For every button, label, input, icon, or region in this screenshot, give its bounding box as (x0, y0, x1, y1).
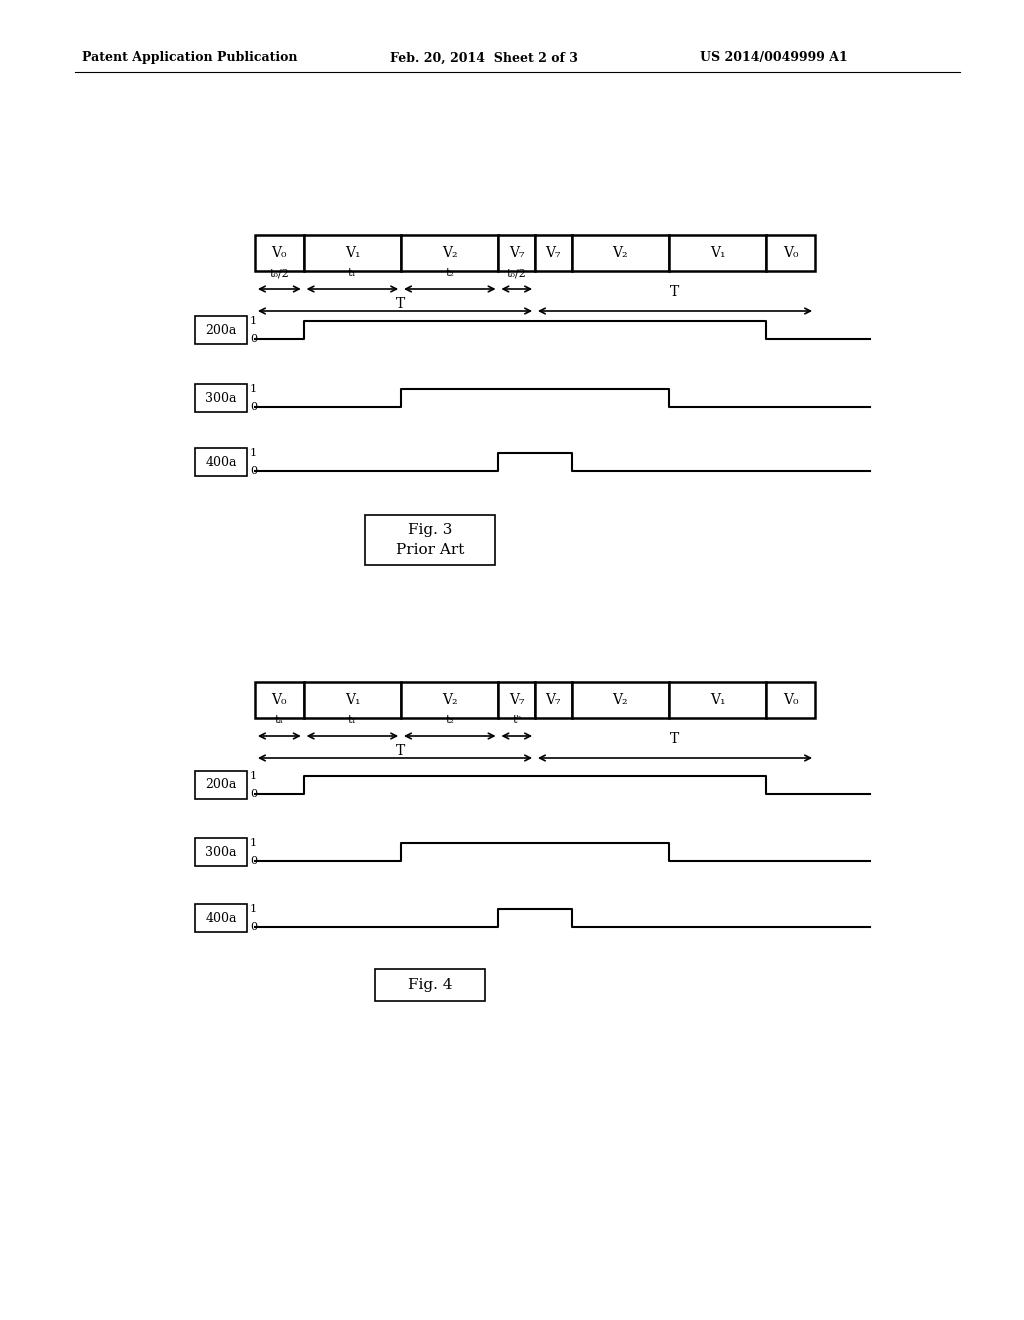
Bar (401, 235, 499, 271)
Text: V₂: V₂ (442, 246, 458, 260)
Text: 1: 1 (250, 315, 257, 326)
Bar (571, 682, 669, 718)
Text: Patent Application Publication: Patent Application Publication (82, 51, 298, 65)
Text: V₇: V₇ (546, 246, 561, 260)
Bar (401, 682, 499, 718)
Bar (365, 515, 495, 565)
Bar (499, 235, 535, 271)
Bar (766, 235, 815, 271)
Bar (535, 235, 571, 271)
Text: Prior Art: Prior Art (396, 543, 464, 557)
Text: V₁: V₁ (345, 246, 360, 260)
Bar (195, 384, 247, 412)
Bar (255, 682, 304, 718)
Text: 200a: 200a (206, 323, 237, 337)
Bar (375, 969, 485, 1001)
Text: V₇: V₇ (509, 693, 524, 708)
Bar (499, 682, 535, 718)
Text: 1: 1 (250, 904, 257, 913)
Bar (535, 682, 571, 718)
Bar (766, 682, 815, 718)
Text: 1: 1 (250, 838, 257, 847)
Text: Feb. 20, 2014  Sheet 2 of 3: Feb. 20, 2014 Sheet 2 of 3 (390, 51, 578, 65)
Text: 300a: 300a (205, 846, 237, 858)
Text: T: T (671, 285, 680, 300)
Bar (304, 682, 401, 718)
Text: t₂: t₂ (445, 715, 455, 725)
Text: V₇: V₇ (546, 693, 561, 708)
Bar (195, 904, 247, 932)
Text: V₂: V₂ (612, 246, 628, 260)
Text: tᵇ: tᵇ (512, 715, 521, 725)
Bar (195, 315, 247, 345)
Text: V₀: V₀ (271, 246, 287, 260)
Text: 0: 0 (250, 334, 257, 345)
Text: V₂: V₂ (612, 693, 628, 708)
Text: Fig. 4: Fig. 4 (408, 978, 453, 993)
Bar (195, 771, 247, 799)
Text: V₁: V₁ (345, 693, 360, 708)
Bar (571, 235, 669, 271)
Text: V₂: V₂ (442, 693, 458, 708)
Text: t₁: t₁ (348, 715, 356, 725)
Text: V₁: V₁ (710, 246, 725, 260)
Bar (255, 235, 304, 271)
Text: V₀: V₀ (271, 693, 287, 708)
Text: t₀/2: t₀/2 (507, 268, 526, 279)
Text: t₀/2: t₀/2 (269, 268, 289, 279)
Text: t₂: t₂ (445, 268, 455, 279)
Text: V₇: V₇ (509, 246, 524, 260)
Bar (304, 235, 401, 271)
Text: 200a: 200a (206, 779, 237, 792)
Text: 0: 0 (250, 403, 257, 412)
Text: V₀: V₀ (783, 246, 799, 260)
Bar (669, 682, 766, 718)
Text: V₀: V₀ (783, 693, 799, 708)
Text: 400a: 400a (205, 912, 237, 924)
Text: T: T (671, 733, 680, 746)
Text: 1: 1 (250, 771, 257, 781)
Text: 1: 1 (250, 384, 257, 395)
Bar (669, 235, 766, 271)
Text: T: T (395, 744, 404, 758)
Text: 1: 1 (250, 447, 257, 458)
Text: 400a: 400a (205, 455, 237, 469)
Bar (195, 838, 247, 866)
Text: 0: 0 (250, 789, 257, 799)
Text: V₁: V₁ (710, 693, 725, 708)
Text: US 2014/0049999 A1: US 2014/0049999 A1 (700, 51, 848, 65)
Text: t₁: t₁ (348, 268, 356, 279)
Text: 300a: 300a (205, 392, 237, 404)
Text: tₐ: tₐ (275, 715, 284, 725)
Text: T: T (395, 297, 404, 312)
Text: 0: 0 (250, 855, 257, 866)
Text: 0: 0 (250, 466, 257, 477)
Bar (195, 447, 247, 477)
Text: Fig. 3: Fig. 3 (408, 523, 453, 537)
Text: 0: 0 (250, 921, 257, 932)
